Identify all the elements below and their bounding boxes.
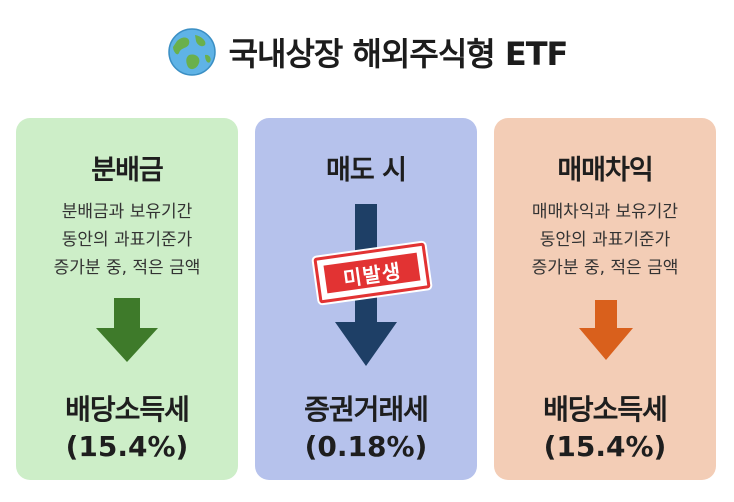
arrow-down-icon: [96, 298, 158, 362]
card-desc-line: 동안의 과표기준가: [61, 230, 193, 250]
card-desc-line: 분배금과 보유기간: [61, 202, 193, 222]
arrow-down-icon: [579, 300, 633, 360]
card-heading: 분배금: [91, 155, 164, 186]
card-result: 배당소득세: [543, 393, 668, 426]
trading-gain-card: 매매차익 매매차익과 보유기간 동안의 과표기준가 증가분 중, 적은 금액 배…: [494, 118, 716, 480]
card-heading: 매도 시: [326, 155, 407, 186]
card-heading: 매매차익: [557, 155, 653, 186]
card-result: 배당소득세: [65, 393, 190, 426]
card-rate: (15.4%): [65, 430, 189, 463]
dividend-card: 분배금 분배금과 보유기간 동안의 과표기준가 증가분 중, 적은 금액 배당소…: [16, 118, 238, 480]
card-desc-line: 매매차익과 보유기간: [531, 202, 679, 222]
card-desc-line: 증가분 중, 적은 금액: [53, 258, 201, 278]
card-rate: (15.4%): [543, 430, 667, 463]
globe-icon: [167, 28, 216, 76]
card-description: 분배금과 보유기간 동안의 과표기준가 증가분 중, 적은 금액: [16, 198, 238, 282]
stamp-label: 미발생: [323, 252, 421, 294]
card-result: 증권거래세: [304, 393, 429, 426]
sale-card: 매도 시 증권거래세 (0.18%): [255, 118, 477, 480]
page-title-row: 국내상장 해외주식형 ETF: [0, 22, 734, 82]
card-desc-line: 동안의 과표기준가: [539, 230, 671, 250]
page-title: 국내상장 해외주식형 ETF: [228, 35, 569, 73]
card-desc-line: 증가분 중, 적은 금액: [531, 258, 679, 278]
card-rate: (0.18%): [304, 430, 428, 463]
card-description: 매매차익과 보유기간 동안의 과표기준가 증가분 중, 적은 금액: [494, 198, 716, 282]
